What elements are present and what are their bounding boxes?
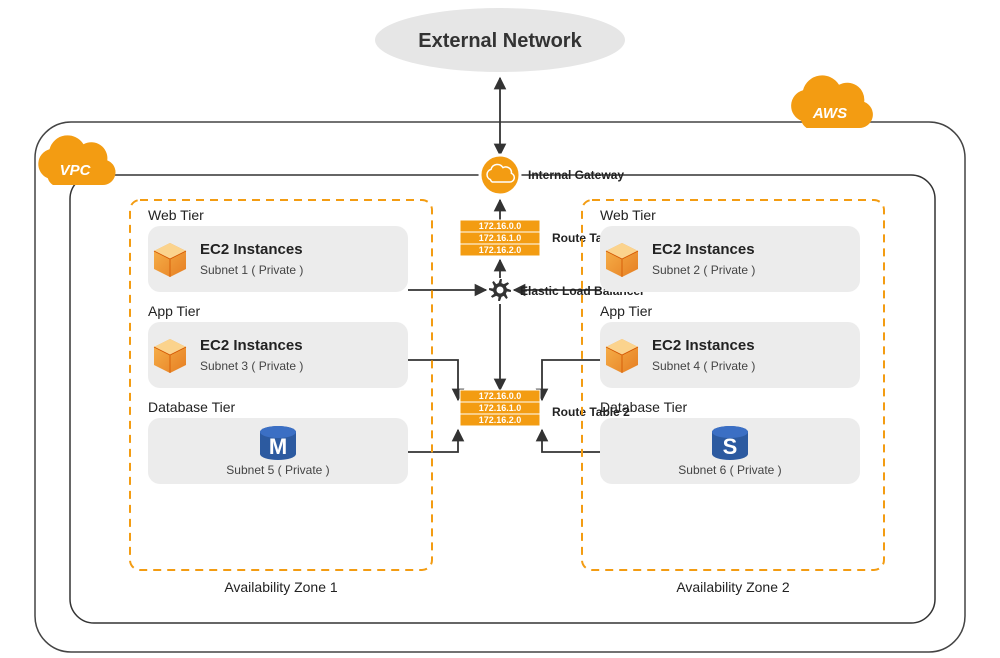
web-tier-title: Web Tier: [600, 207, 656, 223]
route-table-2: 172.16.0.0 172.16.1.0 172.16.2.0: [460, 390, 540, 426]
route-row-text: 172.16.2.0: [479, 245, 522, 255]
aws-vpc-diagram: External Network AWS VPC Internal Gatewa…: [0, 0, 1000, 658]
route-row-text: 172.16.1.0: [479, 233, 522, 243]
db-letter: M: [269, 434, 287, 459]
db-tier-title: Database Tier: [148, 399, 235, 415]
ec2-heading: EC2 Instances: [200, 337, 303, 354]
ec2-heading: EC2 Instances: [200, 241, 303, 258]
vpc-cloud-icon: VPC: [38, 135, 115, 185]
arrow-az2-app-route2: [542, 360, 600, 400]
external-network: External Network: [375, 8, 625, 72]
gear-icon: [489, 279, 511, 301]
web-tier-box: [148, 226, 408, 292]
arrow-az2-db-route2: [542, 430, 600, 452]
subnet-label: Subnet 6 ( Private ): [678, 463, 781, 477]
route-row-text: 172.16.0.0: [479, 221, 522, 231]
aws-cloud-icon: AWS: [791, 75, 873, 128]
route-row-text: 172.16.2.0: [479, 415, 522, 425]
subnet-label: Subnet 2 ( Private ): [652, 263, 755, 277]
app-tier-title: App Tier: [148, 303, 200, 319]
web-tier-box: [600, 226, 860, 292]
az-title: Availability Zone 2: [676, 579, 790, 595]
ec2-heading: EC2 Instances: [652, 337, 755, 354]
internal-gateway-label: Internal Gateway: [528, 168, 624, 182]
external-network-label: External Network: [418, 30, 582, 52]
app-tier-box: [600, 322, 860, 388]
db-letter: S: [723, 434, 738, 459]
subnet-label: Subnet 3 ( Private ): [200, 359, 303, 373]
app-tier-box: [148, 322, 408, 388]
subnet-label: Subnet 4 ( Private ): [652, 359, 755, 373]
route-row-text: 172.16.0.0: [479, 391, 522, 401]
app-tier-title: App Tier: [600, 303, 652, 319]
subnet-label: Subnet 5 ( Private ): [226, 463, 329, 477]
availability-zone-1: Availability Zone 1 Web Tier EC2 Instances…: [130, 200, 432, 595]
vpc-cloud-label: VPC: [60, 162, 92, 179]
ec2-heading: EC2 Instances: [652, 241, 755, 258]
aws-cloud-label: AWS: [812, 105, 847, 122]
subnet-label: Subnet 1 ( Private ): [200, 263, 303, 277]
db-tier-title: Database Tier: [600, 399, 687, 415]
availability-zone-2: Availability Zone 2 Web Tier EC2 Instances…: [582, 200, 884, 595]
internal-gateway: Internal Gateway: [480, 155, 624, 195]
az-title: Availability Zone 1: [224, 579, 338, 595]
route-table-1: 172.16.0.0 172.16.1.0 172.16.2.0: [460, 220, 540, 256]
route-row-text: 172.16.1.0: [479, 403, 522, 413]
web-tier-title: Web Tier: [148, 207, 204, 223]
